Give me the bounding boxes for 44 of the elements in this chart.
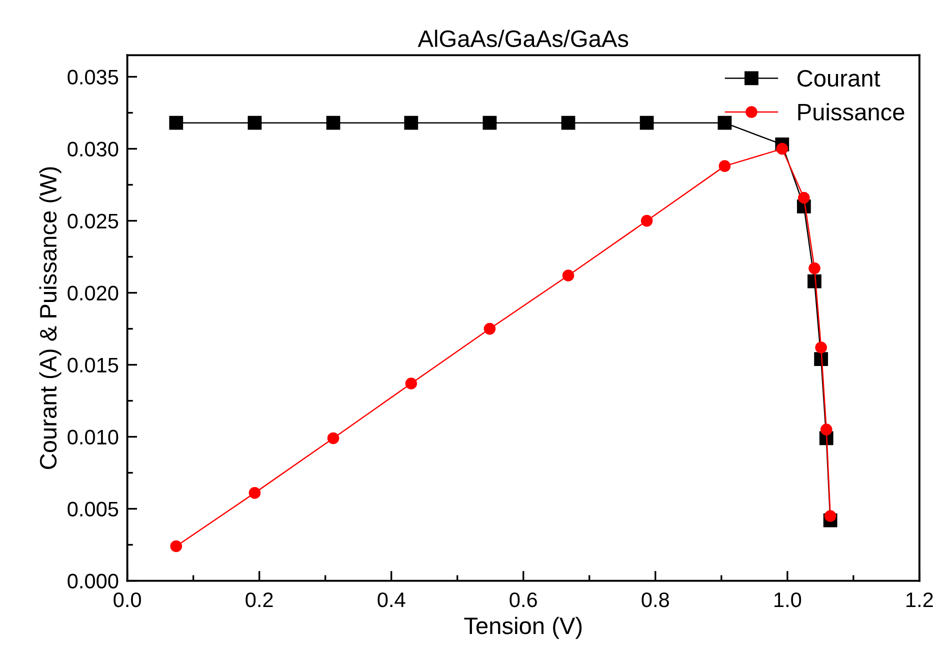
- y-tick-label: 0.005: [68, 502, 118, 517]
- x-tick-label: 0.4: [378, 592, 406, 608]
- x-tick-label: 1.0: [774, 592, 802, 608]
- y-tick-label: 0.030: [68, 142, 118, 157]
- point: [820, 424, 832, 436]
- y-tick-label: 0.015: [68, 358, 118, 373]
- point: [404, 116, 418, 130]
- point: [640, 116, 654, 130]
- point: [776, 142, 788, 155]
- x-axis-title: Tension (V): [464, 616, 582, 639]
- x-tick-label: 0.0: [114, 592, 141, 608]
- y-tick-label: 0.035: [68, 70, 118, 85]
- point: [718, 116, 732, 130]
- y-tick-label: 0.025: [68, 214, 118, 229]
- point: [808, 274, 822, 288]
- legend-label: Puissance: [798, 103, 904, 121]
- point: [798, 192, 810, 204]
- point: [824, 510, 836, 522]
- point: [640, 214, 653, 227]
- y-tick-label: 0.020: [68, 286, 118, 301]
- point: [169, 116, 184, 130]
- y-tick-label: 0.010: [68, 430, 118, 445]
- point: [808, 262, 820, 274]
- chart-title: AlGaAs/GaAs/GaAs: [418, 30, 628, 48]
- point: [405, 378, 418, 390]
- point: [484, 322, 496, 335]
- y-axis-title: Courant (A) & Puissance (W): [39, 167, 62, 469]
- point: [814, 352, 828, 366]
- legend-label: Courant: [798, 70, 880, 87]
- x-tick-label: 0.6: [510, 592, 537, 608]
- point: [482, 116, 497, 130]
- point: [248, 487, 261, 499]
- y-tick-label: 0.000: [68, 574, 118, 589]
- point: [248, 116, 262, 130]
- point: [170, 540, 182, 552]
- point: [815, 342, 827, 354]
- point: [561, 116, 576, 130]
- point: [718, 160, 731, 172]
- point: [562, 270, 574, 282]
- x-tick-label: 0.8: [642, 592, 669, 608]
- x-tick-label: 0.2: [246, 592, 273, 608]
- point: [327, 432, 340, 444]
- point: [326, 116, 340, 130]
- x-tick-label: 1.2: [906, 592, 933, 607]
